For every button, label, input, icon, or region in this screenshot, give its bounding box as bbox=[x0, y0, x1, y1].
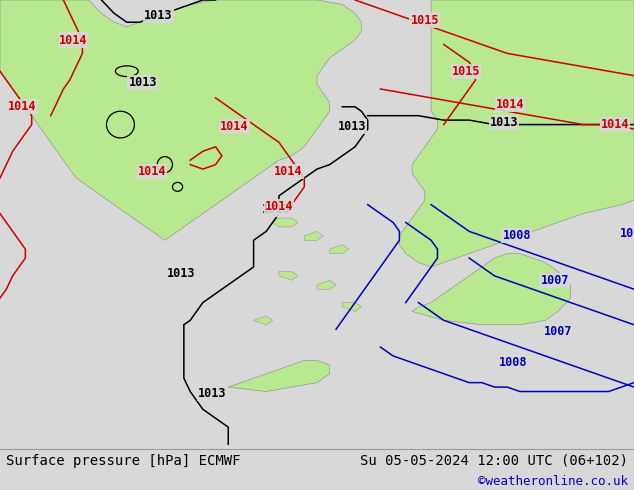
Polygon shape bbox=[0, 0, 361, 240]
Text: 1014: 1014 bbox=[601, 118, 629, 131]
Polygon shape bbox=[399, 0, 634, 267]
Text: 1015: 1015 bbox=[411, 14, 439, 26]
Text: 1013: 1013 bbox=[145, 9, 172, 22]
Polygon shape bbox=[228, 360, 330, 392]
Text: 1008: 1008 bbox=[503, 229, 531, 243]
Text: 1014: 1014 bbox=[8, 100, 36, 113]
Text: Su 05-05-2024 12:00 UTC (06+102): Su 05-05-2024 12:00 UTC (06+102) bbox=[359, 454, 628, 467]
Text: ©weatheronline.co.uk: ©weatheronline.co.uk bbox=[477, 475, 628, 489]
Text: 1014: 1014 bbox=[59, 33, 87, 47]
Polygon shape bbox=[273, 218, 298, 227]
Text: 1014: 1014 bbox=[496, 98, 524, 111]
Text: 1013: 1013 bbox=[198, 387, 226, 400]
Text: 1013: 1013 bbox=[262, 202, 290, 216]
Text: 1008: 1008 bbox=[500, 356, 527, 369]
Text: 1014: 1014 bbox=[275, 165, 302, 178]
Polygon shape bbox=[279, 271, 298, 280]
Text: 1007: 1007 bbox=[544, 325, 572, 338]
Text: 1015: 1015 bbox=[452, 65, 480, 78]
Text: 1014: 1014 bbox=[221, 121, 249, 133]
Text: 1007: 1007 bbox=[541, 274, 569, 287]
Text: 1014: 1014 bbox=[265, 200, 293, 213]
Polygon shape bbox=[254, 316, 273, 325]
Polygon shape bbox=[412, 254, 571, 325]
Polygon shape bbox=[304, 231, 323, 240]
Text: 1013: 1013 bbox=[129, 76, 157, 89]
Text: 1013: 1013 bbox=[490, 116, 518, 129]
Polygon shape bbox=[342, 302, 361, 312]
Polygon shape bbox=[317, 280, 336, 289]
Text: 100: 100 bbox=[620, 227, 634, 240]
Text: 1014: 1014 bbox=[138, 165, 166, 178]
Text: Surface pressure [hPa] ECMWF: Surface pressure [hPa] ECMWF bbox=[6, 454, 241, 467]
Polygon shape bbox=[330, 245, 349, 254]
Text: 1013: 1013 bbox=[338, 121, 366, 133]
Text: 1013: 1013 bbox=[167, 267, 195, 280]
